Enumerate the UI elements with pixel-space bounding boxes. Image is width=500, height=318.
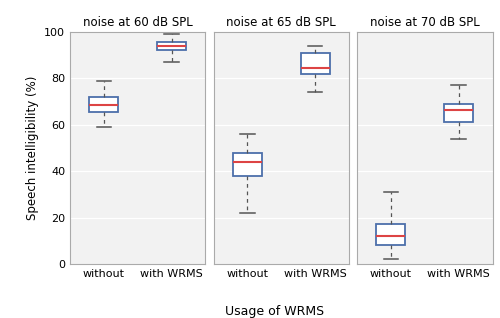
Y-axis label: Speech intelligibility (%): Speech intelligibility (%): [26, 76, 38, 220]
Title: noise at 70 dB SPL: noise at 70 dB SPL: [370, 16, 480, 29]
Text: Usage of WRMS: Usage of WRMS: [226, 305, 324, 318]
PathPatch shape: [233, 153, 262, 176]
Title: noise at 60 dB SPL: noise at 60 dB SPL: [83, 16, 192, 29]
Title: noise at 65 dB SPL: noise at 65 dB SPL: [226, 16, 336, 29]
PathPatch shape: [157, 42, 186, 50]
PathPatch shape: [444, 104, 473, 122]
PathPatch shape: [376, 225, 406, 245]
PathPatch shape: [300, 53, 330, 73]
PathPatch shape: [90, 97, 118, 112]
